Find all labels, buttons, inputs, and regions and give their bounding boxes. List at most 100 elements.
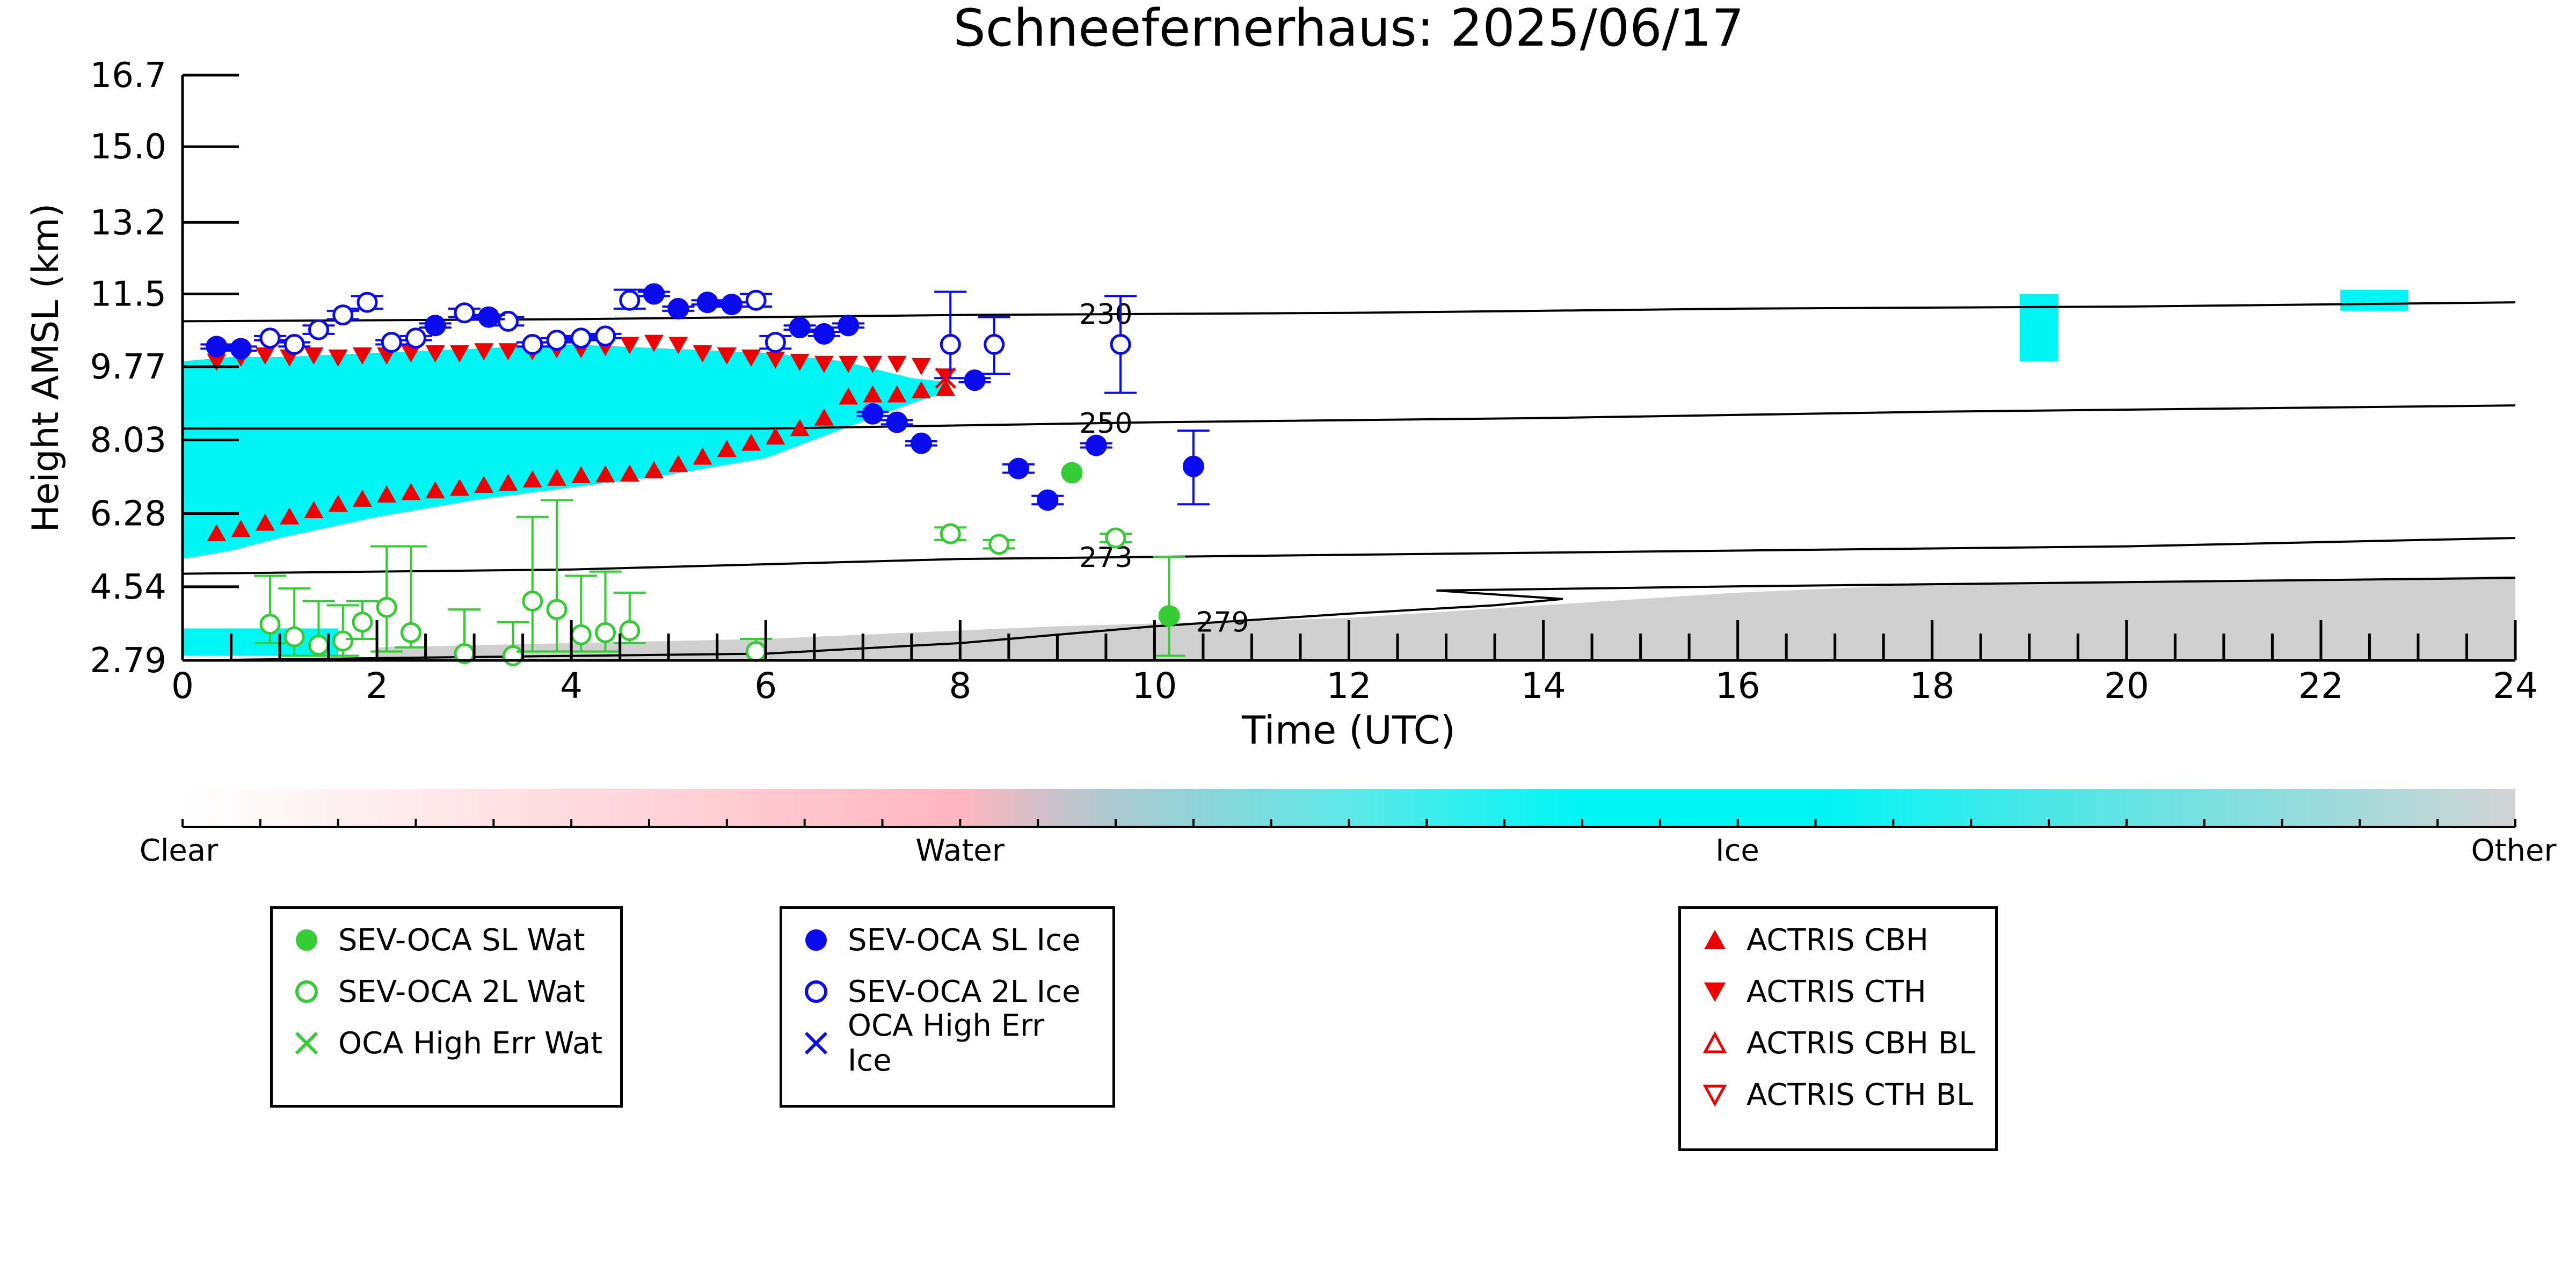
actris-cth-marker (449, 345, 469, 363)
x-tick-label: 8 (949, 665, 971, 707)
legend-item-oca-high-err-wat: OCA High Err Wat (288, 1017, 605, 1069)
legend-label: SEV-OCA 2L Wat (338, 974, 585, 1009)
actris-cth-marker (839, 355, 858, 373)
sev-2l-ice-marker (984, 334, 1005, 355)
sev-2l-wat-marker (570, 624, 592, 645)
x-tick-label: 20 (2104, 665, 2149, 707)
sev-sl-wat-marker (1158, 605, 1180, 627)
actris-cbh-marker (911, 381, 931, 398)
sev-2l-wat-marker (503, 645, 524, 666)
legend-water: SEV-OCA SL Wat SEV-OCA 2L Wat OCA High E… (270, 906, 623, 1108)
actris-cbh-marker (498, 474, 518, 491)
sev-sl-ice-marker (206, 336, 228, 358)
sev-2l-wat-marker (400, 622, 421, 643)
legend-item-sev-2l-wat: SEV-OCA 2L Wat (288, 966, 605, 1017)
cirrus-patch (2019, 294, 2059, 361)
legend-ice: SEV-OCA SL Ice SEV-OCA 2L Ice OCA High E… (780, 906, 1115, 1108)
colorbar: Clear Water Ice Other (140, 789, 2557, 868)
actris-cbh-marker (280, 507, 300, 525)
legend-label: ACTRIS CBH (1747, 922, 1929, 958)
actris-cth-marker (620, 337, 639, 354)
actris-cbh-marker (352, 489, 372, 507)
actris-cbh-marker (668, 454, 688, 472)
y-tick-label: 11.5 (90, 274, 167, 314)
actris-cbh-marker (717, 440, 737, 457)
sev-2l-wat-marker (376, 596, 397, 618)
cross-icon (797, 1024, 835, 1062)
actris-cbh-marker (790, 419, 810, 436)
legend-item-oca-high-err-ice: OCA High Err Ice (797, 1008, 1097, 1078)
filled-circle-icon (797, 921, 835, 959)
actris-cbh-marker (887, 385, 907, 403)
actris-cth-marker (474, 343, 494, 361)
actris-cth-marker (790, 353, 810, 371)
legend-label: ACTRIS CBH BL (1747, 1025, 1976, 1061)
sev-sl-ice-marker (1007, 457, 1029, 479)
x-tick-label: 10 (1132, 665, 1177, 707)
actris-cth-marker (207, 353, 227, 371)
y-tick-label: 13.2 (90, 203, 167, 243)
y-tick-label: 15.0 (90, 127, 167, 167)
y-tick-label: 8.03 (90, 420, 167, 460)
actris-cth-marker (644, 334, 664, 352)
actris-cbh-marker (231, 520, 251, 537)
sev-2l-ice-marker (619, 289, 641, 311)
x-ticks: 0 2 4 6 8 10 12 14 16 18 20 22 24 (171, 620, 2538, 707)
x-tick-label: 0 (171, 665, 194, 707)
sev-2l-ice-marker (570, 328, 592, 349)
x-tick-label: 12 (1327, 665, 1372, 707)
sev-sl-ice-marker (696, 292, 718, 314)
sev-2l-wat-marker (332, 630, 354, 652)
colorbar-label-other: Other (2471, 833, 2557, 868)
triangle-up-outline-icon (1696, 1024, 1734, 1062)
contour-labels: 230 250 273 279 (1079, 299, 1249, 638)
colorbar-label-ice: Ice (1715, 833, 1759, 868)
sev-sl-ice-marker (478, 306, 500, 328)
cross-icon (288, 1024, 325, 1062)
x-tick-label: 22 (2298, 665, 2344, 707)
actris-cth-marker (668, 337, 688, 354)
legend-item-actris-cbh: ACTRIS CBH (1696, 914, 1980, 966)
sev-2l-ice-marker (308, 319, 329, 340)
legend-label: SEV-OCA SL Wat (338, 922, 585, 958)
legend-item-sev-2l-ice: SEV-OCA 2L Ice (797, 966, 1097, 1017)
sev-2l-wat-marker (745, 641, 767, 663)
actris-cth-marker (717, 347, 737, 365)
sev-2l-ice-marker (522, 334, 543, 355)
actris-cth-marker (814, 355, 834, 373)
x-tick-label: 2 (366, 665, 388, 707)
sev-2l-wat-marker (259, 614, 281, 635)
sev-2l-ice-marker (259, 328, 281, 349)
contour-label: 273 (1079, 542, 1132, 574)
actris-cth-marker (693, 345, 712, 363)
sev-sl-ice-marker (910, 432, 932, 454)
actris-cbh-marker (328, 494, 348, 512)
sev-sl-ice-marker (838, 315, 860, 337)
sev-sl-ice-marker (964, 369, 986, 391)
sev-2l-wat-marker (1105, 527, 1126, 549)
sev-2l-ice-marker (765, 332, 786, 353)
sev-2l-ice-marker (497, 310, 519, 332)
actris-cth-marker (766, 351, 785, 369)
actris-cth-marker (741, 350, 761, 367)
sev-2l-ice-marker (405, 328, 426, 349)
sev-2l-wat-marker (546, 599, 567, 620)
actris-cbh-marker (936, 379, 956, 396)
y-tick-label: 4.54 (90, 567, 167, 607)
sev-sl-ice-marker (721, 294, 743, 316)
contour-line (183, 536, 2515, 575)
sev-2l-ice-marker (332, 304, 354, 326)
sev-2l-ice-marker (283, 334, 305, 355)
y-tick-label: 9.77 (90, 347, 167, 387)
triangle-down-outline-icon (1696, 1076, 1734, 1114)
sev-2l-ice-marker (1110, 334, 1131, 355)
sev-2l-wat-marker (988, 534, 1010, 555)
sev-2l-wat-marker (308, 635, 329, 656)
actris-cbh-marker (255, 513, 275, 531)
sev-2l-wat-marker (940, 523, 961, 544)
sev-2l-wat-marker (595, 622, 616, 643)
actris-cth-marker (401, 345, 421, 363)
sev-sl-ice-marker (424, 315, 446, 337)
sev-sl-ice-marker (886, 411, 908, 433)
